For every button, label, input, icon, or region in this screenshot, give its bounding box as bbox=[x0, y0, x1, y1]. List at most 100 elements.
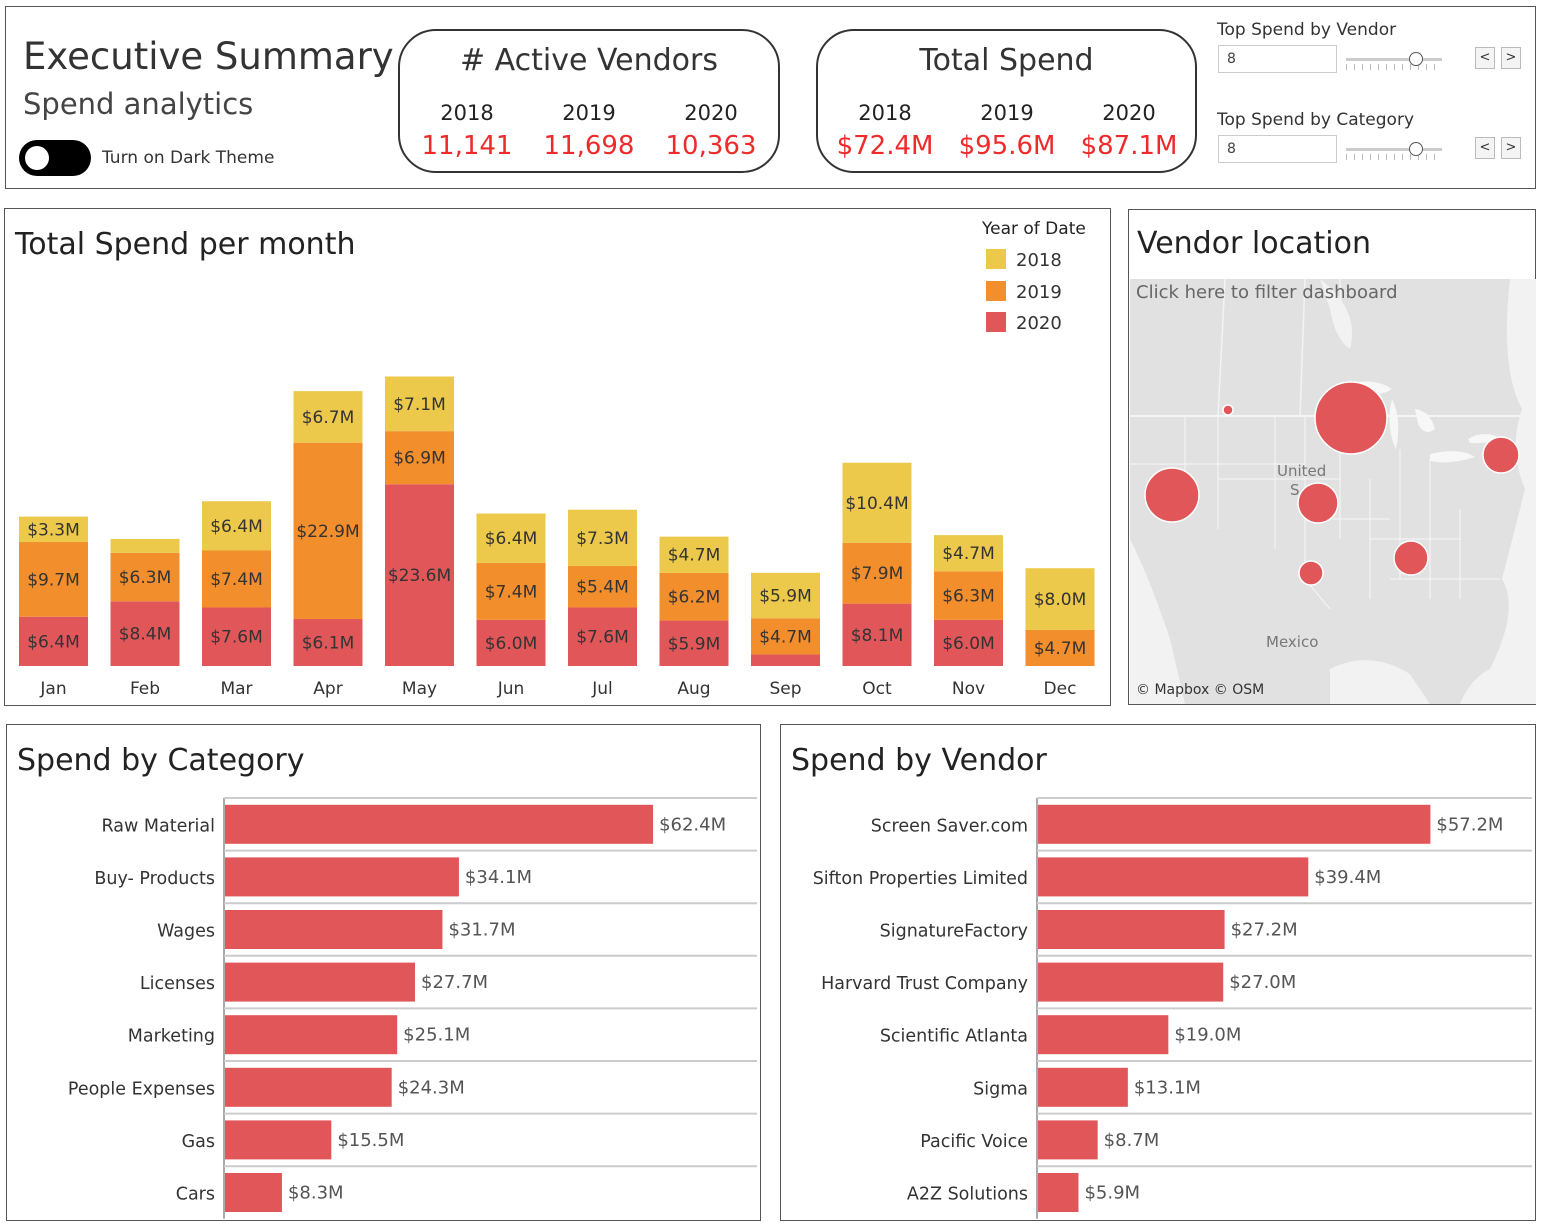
bar[interactable] bbox=[225, 804, 654, 844]
legend-item-2020[interactable]: 2020 bbox=[986, 312, 1062, 334]
bar-category-label[interactable]: Sigma bbox=[973, 1079, 1028, 1099]
vendor-map[interactable] bbox=[1130, 279, 1536, 704]
bar[interactable] bbox=[225, 857, 459, 897]
bar[interactable] bbox=[225, 1067, 392, 1107]
bar-category-label[interactable]: Marketing bbox=[128, 1027, 215, 1047]
x-tick-label: Sep bbox=[769, 679, 801, 699]
total-spend-card: Total Spend 2018 $72.4M 2019 $95.6M 2020… bbox=[816, 29, 1197, 173]
bar-segment-2019[interactable] bbox=[568, 565, 637, 608]
top-vendor-slider-track[interactable] bbox=[1346, 58, 1442, 61]
bar-value-label: $39.4M bbox=[1314, 867, 1381, 888]
page-title: Executive Summary bbox=[23, 35, 394, 78]
bar-category-label[interactable]: A2Z Solutions bbox=[907, 1185, 1028, 1205]
bar-segment-2019[interactable] bbox=[934, 571, 1003, 620]
bar-segment-2018[interactable] bbox=[476, 513, 546, 563]
top-category-slider-track[interactable] bbox=[1346, 148, 1442, 151]
bar[interactable] bbox=[225, 910, 443, 949]
data-label: $5.9M bbox=[668, 634, 721, 654]
bar-segment-2019[interactable] bbox=[842, 542, 912, 604]
bar-segment-2020[interactable] bbox=[293, 619, 363, 666]
legend-item-2019[interactable]: 2019 bbox=[986, 281, 1062, 303]
bar-segment-2018[interactable] bbox=[568, 509, 637, 566]
bar-segment-2020[interactable] bbox=[19, 616, 88, 666]
bar[interactable] bbox=[1038, 1067, 1128, 1107]
bar-segment-2018[interactable] bbox=[385, 376, 454, 432]
bar[interactable] bbox=[1038, 804, 1431, 844]
bar-segment-2019[interactable] bbox=[385, 431, 454, 485]
map-filter-hint: Click here to filter dashboard bbox=[1136, 282, 1398, 303]
bar-segment-2018[interactable] bbox=[934, 535, 1003, 572]
bar-segment-2020[interactable] bbox=[751, 654, 820, 666]
bar[interactable] bbox=[225, 1015, 398, 1055]
category-bar-chart[interactable]: $62.4M Raw Material $34.1M Buy- Products $31… bbox=[7, 725, 760, 1220]
data-label: $6.0M bbox=[942, 634, 995, 654]
bar-category-label[interactable]: People Expenses bbox=[68, 1079, 215, 1099]
bar-segment-2020[interactable] bbox=[568, 607, 637, 666]
top-vendor-prev-button[interactable]: < bbox=[1475, 47, 1495, 69]
bar-segment-2018[interactable] bbox=[1025, 568, 1095, 630]
bar-segment-2019[interactable] bbox=[110, 552, 180, 602]
bar[interactable] bbox=[1038, 962, 1224, 1002]
top-category-slider-thumb[interactable] bbox=[1409, 142, 1423, 156]
top-category-input[interactable]: 8 bbox=[1218, 135, 1337, 163]
top-vendor-slider-thumb[interactable] bbox=[1409, 52, 1423, 66]
bar-segment-2019[interactable] bbox=[659, 572, 729, 621]
bar-category-label[interactable]: Scientific Atlanta bbox=[880, 1027, 1028, 1047]
category-chart-title: Spend by Category bbox=[17, 743, 305, 778]
bar-category-label[interactable]: Licenses bbox=[140, 974, 215, 994]
bar-segment-2019[interactable] bbox=[202, 550, 271, 608]
bar-segment-2020[interactable] bbox=[202, 607, 271, 666]
bar-segment-2019[interactable] bbox=[751, 618, 820, 655]
top-vendor-next-button[interactable]: > bbox=[1501, 47, 1521, 69]
bar-segment-2020[interactable] bbox=[934, 619, 1003, 666]
bar[interactable] bbox=[225, 1120, 332, 1160]
bar-category-label[interactable]: Buy- Products bbox=[94, 869, 215, 889]
header-panel: Executive Summary Spend analytics Turn o… bbox=[5, 6, 1536, 189]
bar-segment-2020[interactable] bbox=[110, 601, 180, 666]
bar[interactable] bbox=[225, 962, 416, 1002]
bar-category-label[interactable]: Screen Saver.com bbox=[871, 816, 1028, 836]
bar[interactable] bbox=[225, 1173, 282, 1212]
bar-segment-2019[interactable] bbox=[19, 542, 88, 617]
bar-category-label[interactable]: Wages bbox=[157, 922, 215, 942]
bar-segment-2018[interactable] bbox=[659, 536, 729, 573]
bar-segment-2020[interactable] bbox=[476, 619, 546, 666]
bar-segment-2020[interactable] bbox=[659, 620, 729, 666]
bar-segment-2018[interactable] bbox=[110, 538, 180, 553]
bar-segment-2019[interactable] bbox=[476, 562, 546, 620]
top-category-next-button[interactable]: > bbox=[1501, 137, 1521, 159]
bar-segment-2018[interactable] bbox=[202, 501, 271, 551]
bar-segment-2018[interactable] bbox=[842, 462, 912, 543]
bar-category-label[interactable]: Sifton Properties Limited bbox=[813, 869, 1028, 889]
bar-category-label[interactable]: SignatureFactory bbox=[880, 922, 1028, 942]
bar[interactable] bbox=[1038, 857, 1309, 897]
bar-category-label[interactable]: Pacific Voice bbox=[920, 1132, 1028, 1152]
bar[interactable] bbox=[1038, 1120, 1098, 1160]
bar-segment-2020[interactable] bbox=[385, 484, 454, 666]
bar[interactable] bbox=[1038, 1015, 1169, 1055]
vendor-bar-chart[interactable]: $57.2M Screen Saver.com $39.4M Sifton Prope… bbox=[781, 725, 1535, 1220]
dark-theme-label: Turn on Dark Theme bbox=[102, 148, 275, 168]
dark-theme-toggle[interactable] bbox=[19, 140, 91, 176]
vendor-chart-title: Spend by Vendor bbox=[791, 743, 1047, 778]
bar-segment-2019[interactable] bbox=[293, 442, 363, 620]
data-label: $10.4M bbox=[845, 494, 908, 514]
bar-segment-2020[interactable] bbox=[842, 603, 912, 666]
top-vendor-input[interactable]: 8 bbox=[1218, 45, 1337, 73]
bar-category-label[interactable]: Cars bbox=[176, 1185, 215, 1205]
bar-segment-2018[interactable] bbox=[293, 391, 363, 443]
monthly-spend-chart[interactable]: $6.4M $9.7M $3.3M Jan $8.4M $6.3M Feb $7.6M $7.4… bbox=[5, 209, 1110, 705]
bar-category-label[interactable]: Harvard Trust Company bbox=[821, 974, 1028, 994]
data-label: $6.7M bbox=[302, 408, 355, 428]
top-category-prev-button[interactable]: < bbox=[1475, 137, 1495, 159]
bar-category-label[interactable]: Gas bbox=[182, 1132, 215, 1152]
bar[interactable] bbox=[1038, 1173, 1079, 1212]
legend-item-2018[interactable]: 2018 bbox=[986, 249, 1062, 271]
x-tick-label: Aug bbox=[677, 679, 710, 699]
bar-category-label[interactable]: Raw Material bbox=[102, 816, 215, 836]
bar-segment-2019[interactable] bbox=[1025, 629, 1095, 666]
bar[interactable] bbox=[1038, 910, 1225, 949]
toggle-knob bbox=[25, 146, 49, 170]
bar-segment-2018[interactable] bbox=[751, 572, 820, 619]
bar-segment-2018[interactable] bbox=[19, 516, 88, 543]
